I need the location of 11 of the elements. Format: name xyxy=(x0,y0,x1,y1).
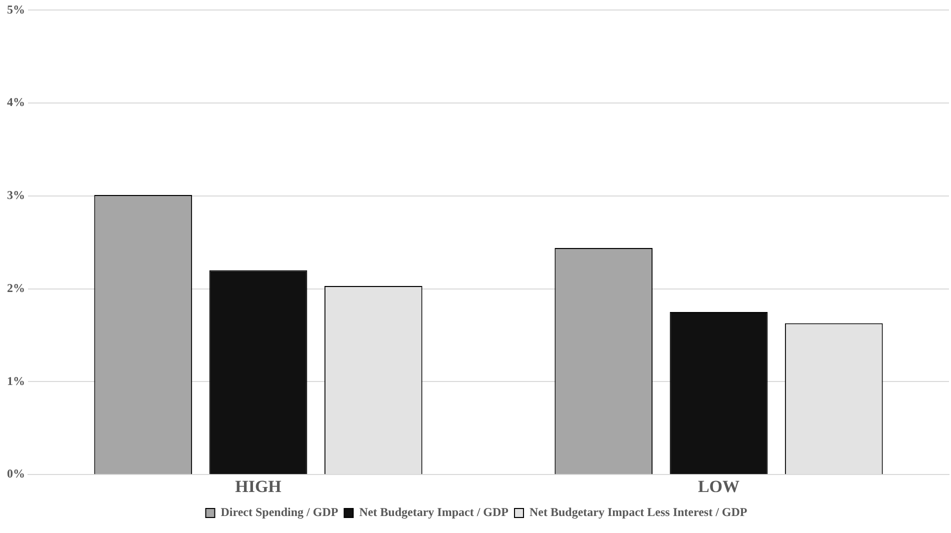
y-tick-label: 4% xyxy=(7,95,25,110)
y-tick-label: 3% xyxy=(7,188,25,202)
y-tick-label: 1% xyxy=(7,374,25,388)
y-tick-label: 0% xyxy=(7,466,25,481)
legend-label: Net Budgetary Impact Less Interest / GDP xyxy=(530,505,748,520)
legend-label: Net Budgetary Impact / GDP xyxy=(359,505,509,520)
y-tick-label: 2% xyxy=(7,280,25,295)
y-tick-label: 5% xyxy=(7,2,25,16)
x-tick-label: LOW xyxy=(698,477,740,496)
legend-label: Direct Spending / GDP xyxy=(220,505,338,520)
x-tick-label: HIGH xyxy=(235,477,282,496)
